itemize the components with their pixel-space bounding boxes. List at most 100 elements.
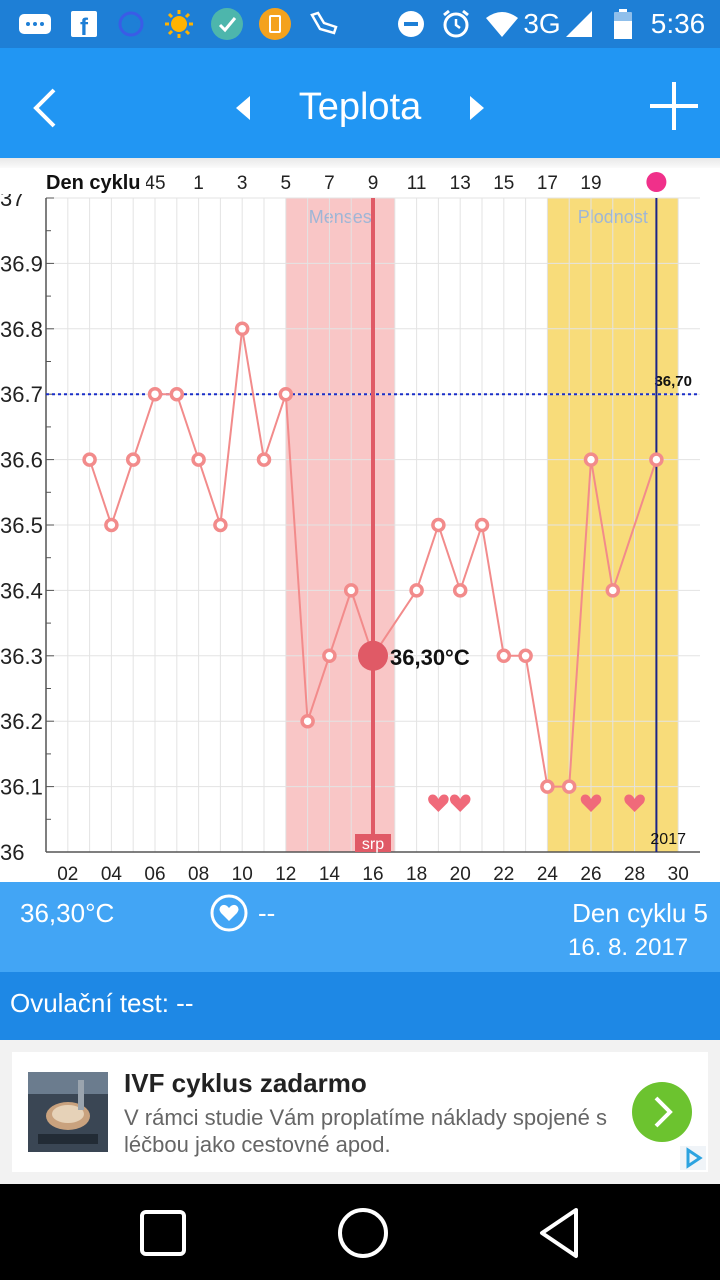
ad-text: V rámci studie Vám proplatíme náklady sp… [124, 1105, 608, 1157]
selected-temperature: 36,30°C [20, 898, 115, 928]
lab-equipment-image[interactable] [28, 1072, 108, 1152]
data-point [191, 452, 206, 467]
ad-title[interactable]: IVF cyklus zadarmo [124, 1068, 367, 1098]
data-point [213, 517, 228, 533]
signal-icon [564, 10, 594, 38]
top-tick-label: 15 [493, 173, 514, 194]
data-point [583, 452, 599, 467]
battery-saver-icon [258, 8, 292, 40]
x-tick-label: 04 [101, 864, 123, 882]
top-tick-label: 13 [450, 173, 471, 194]
home-icon[interactable] [336, 1206, 390, 1260]
sex-value: -- [258, 898, 276, 928]
top-tick-label: 45 [144, 173, 165, 194]
heart-icon [624, 794, 645, 812]
today-dot [646, 172, 667, 192]
month-marker-label: srp [362, 836, 384, 853]
sync-icon [116, 10, 146, 38]
top-tick-label: 5 [281, 173, 292, 194]
top-tick-label: 11 [407, 173, 427, 194]
x-tick-label: 02 [57, 864, 78, 882]
x-tick-label: 12 [275, 864, 296, 882]
data-point [431, 517, 446, 533]
heart-circle-icon[interactable] [210, 894, 248, 932]
data-point [605, 583, 621, 598]
ovulation-test-label: Ovulační test: -- [10, 988, 194, 1018]
data-point [256, 452, 272, 467]
recents-icon[interactable] [138, 1208, 188, 1258]
data-point [649, 452, 664, 467]
top-tick-label: 1 [193, 173, 204, 194]
data-point [125, 452, 141, 467]
data-point [104, 517, 119, 533]
ad-card[interactable]: IVF cyklus zadarmo V rámci studie Vám pr… [12, 1052, 708, 1172]
y-tick-label: 36.9 [0, 251, 43, 276]
info-bar: 36,30°C -- Den cyklu 5 16. 8. 2017 [0, 882, 720, 972]
x-tick-label: 26 [580, 864, 601, 882]
y-tick-label: 36.2 [0, 709, 43, 734]
x-tick-label: 06 [144, 864, 165, 882]
data-point [409, 583, 424, 598]
x-tick-label: 14 [319, 864, 341, 882]
walk-icon [306, 10, 342, 38]
prev-triangle-icon[interactable] [228, 92, 258, 124]
chart-canvas[interactable]: Menses Plodnost3736.936.836.736.636.536.4… [0, 168, 720, 882]
y-tick-label: 36 [0, 840, 24, 865]
back-icon[interactable] [534, 1206, 588, 1260]
top-tick-label: 17 [537, 173, 558, 194]
x-tick-label: 28 [624, 864, 645, 882]
weather-icon [164, 10, 194, 38]
alarm-icon [440, 9, 472, 38]
x-tick-label: 10 [232, 864, 253, 882]
band-label: Menses [309, 207, 372, 227]
chevron-right-icon[interactable] [632, 1082, 692, 1142]
x-tick-label: 08 [188, 864, 209, 882]
app-bar: Teplota [0, 48, 720, 158]
y-tick-label: 36.3 [0, 644, 43, 669]
system-nav-bar [0, 1184, 720, 1280]
y-tick-label: 36.8 [0, 317, 43, 342]
plus-icon[interactable] [646, 78, 702, 134]
x-tick-label: 16 [362, 864, 383, 882]
y-tick-label: 36.1 [0, 775, 43, 800]
heart-icon [449, 794, 471, 812]
selected-point [358, 640, 388, 671]
y-tick-label: 36.6 [0, 448, 43, 473]
data-point [147, 386, 163, 402]
data-point [518, 648, 533, 664]
network-type: 3G [523, 8, 561, 39]
y-tick-label: 36.7 [0, 382, 43, 407]
adchoices-icon[interactable] [680, 1146, 706, 1170]
next-triangle-icon[interactable] [462, 92, 492, 124]
data-point [278, 386, 294, 402]
month-marker-bg [355, 834, 391, 852]
x-tick-label: 24 [537, 864, 559, 882]
ad-container: IVF cyklus zadarmo V rámci studie Vám pr… [0, 1040, 720, 1184]
do-not-disturb-icon [396, 10, 426, 38]
top-axis-label-bg [44, 168, 146, 194]
data-point [300, 713, 315, 729]
back-arrow-icon[interactable] [22, 78, 72, 138]
messages-icon [18, 10, 52, 38]
facebook-icon: f [70, 10, 98, 38]
clock: 5:36 [650, 8, 706, 39]
data-point [322, 648, 337, 664]
data-point [82, 452, 97, 467]
cycle-day: Den cyklu 5 [572, 898, 708, 928]
temperature-chart[interactable]: Menses Plodnost 37 36.9 36.8 36.7 36.6 36.5 36.4… [0, 168, 720, 882]
ovulation-bar[interactable]: Ovulační test: -- [0, 972, 720, 1040]
y-tick-label: 36.5 [0, 513, 43, 538]
data-point [234, 321, 250, 337]
top-tick-label: 9 [368, 173, 379, 194]
top-tick-label: 19 [580, 173, 601, 194]
app-icon [210, 8, 244, 40]
heart-icon [580, 794, 602, 812]
y-tick-label: 36.4 [0, 578, 43, 603]
status-bar: f 3G 5:36 [0, 0, 720, 48]
x-tick-label: 20 [450, 864, 471, 882]
top-tick-label: 3 [237, 173, 248, 194]
battery-icon [612, 9, 634, 39]
x-tick-label: 18 [406, 864, 427, 882]
wifi-icon [484, 10, 520, 38]
reference-line-label: 36,70 [654, 373, 692, 390]
